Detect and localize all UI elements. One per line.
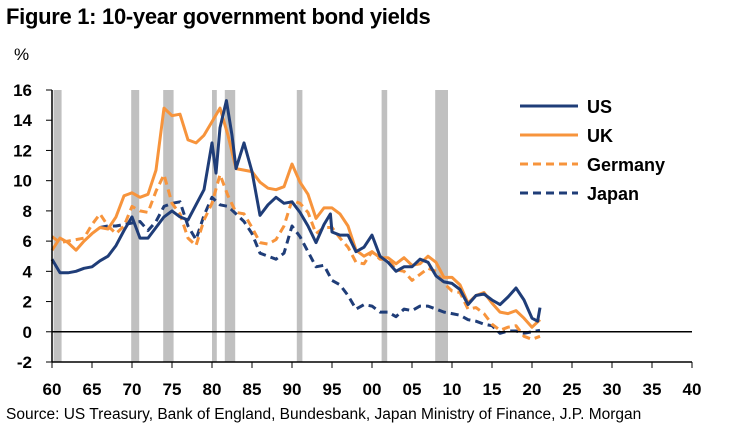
y-tick-label: 6 [23, 232, 32, 251]
x-tick-label: 90 [283, 380, 302, 399]
x-tick-label: 35 [643, 380, 662, 399]
recession-bar-7 [435, 90, 448, 362]
legend-label-germany: Germany [587, 155, 665, 175]
series-line-us [50, 99, 542, 323]
y-tick-label: 12 [13, 141, 32, 160]
y-tick-label: 0 [23, 323, 32, 342]
y-unit-label: % [14, 45, 30, 64]
x-tick-label: 80 [203, 380, 222, 399]
recession-bar-4 [224, 90, 236, 362]
x-tick-label: 60 [43, 380, 62, 399]
y-tick-label: 16 [13, 81, 32, 100]
y-tick-label: 10 [13, 172, 32, 191]
x-tick-label: 85 [243, 380, 262, 399]
x-tick-label: 10 [443, 380, 462, 399]
series-line-germany [51, 173, 541, 341]
x-tick-label: 40 [683, 380, 702, 399]
legend-label-uk: UK [587, 126, 613, 146]
recession-bar-5 [296, 90, 303, 362]
y-tick-label: 4 [23, 262, 33, 281]
x-tick-label: 00 [363, 380, 382, 399]
x-tick-label: 15 [483, 380, 502, 399]
x-tick-label: 70 [123, 380, 142, 399]
x-tick-label: 20 [523, 380, 542, 399]
series-line-uk [50, 106, 542, 329]
recession-bar-0 [53, 90, 62, 362]
x-tick-label: 25 [563, 380, 582, 399]
x-tick-label: 30 [603, 380, 622, 399]
x-tick-label: 95 [323, 380, 342, 399]
recession-bar-6 [381, 90, 388, 362]
y-tick-label: 14 [13, 111, 32, 130]
x-tick-label: 65 [83, 380, 102, 399]
legend-label-us: US [587, 97, 612, 117]
chart-title: Figure 1: 10-year government bond yields [6, 4, 431, 29]
recession-bar-3 [212, 90, 217, 362]
x-tick-label: 75 [163, 380, 182, 399]
y-tick-label: 2 [23, 293, 32, 312]
legend-label-japan: Japan [587, 184, 639, 204]
x-tick-label: 05 [403, 380, 422, 399]
y-tick-label: -2 [17, 353, 32, 372]
source-note: Source: US Treasury, Bank of England, Bu… [6, 406, 642, 423]
y-tick-label: 8 [23, 202, 32, 221]
recession-bar-2 [163, 90, 174, 362]
